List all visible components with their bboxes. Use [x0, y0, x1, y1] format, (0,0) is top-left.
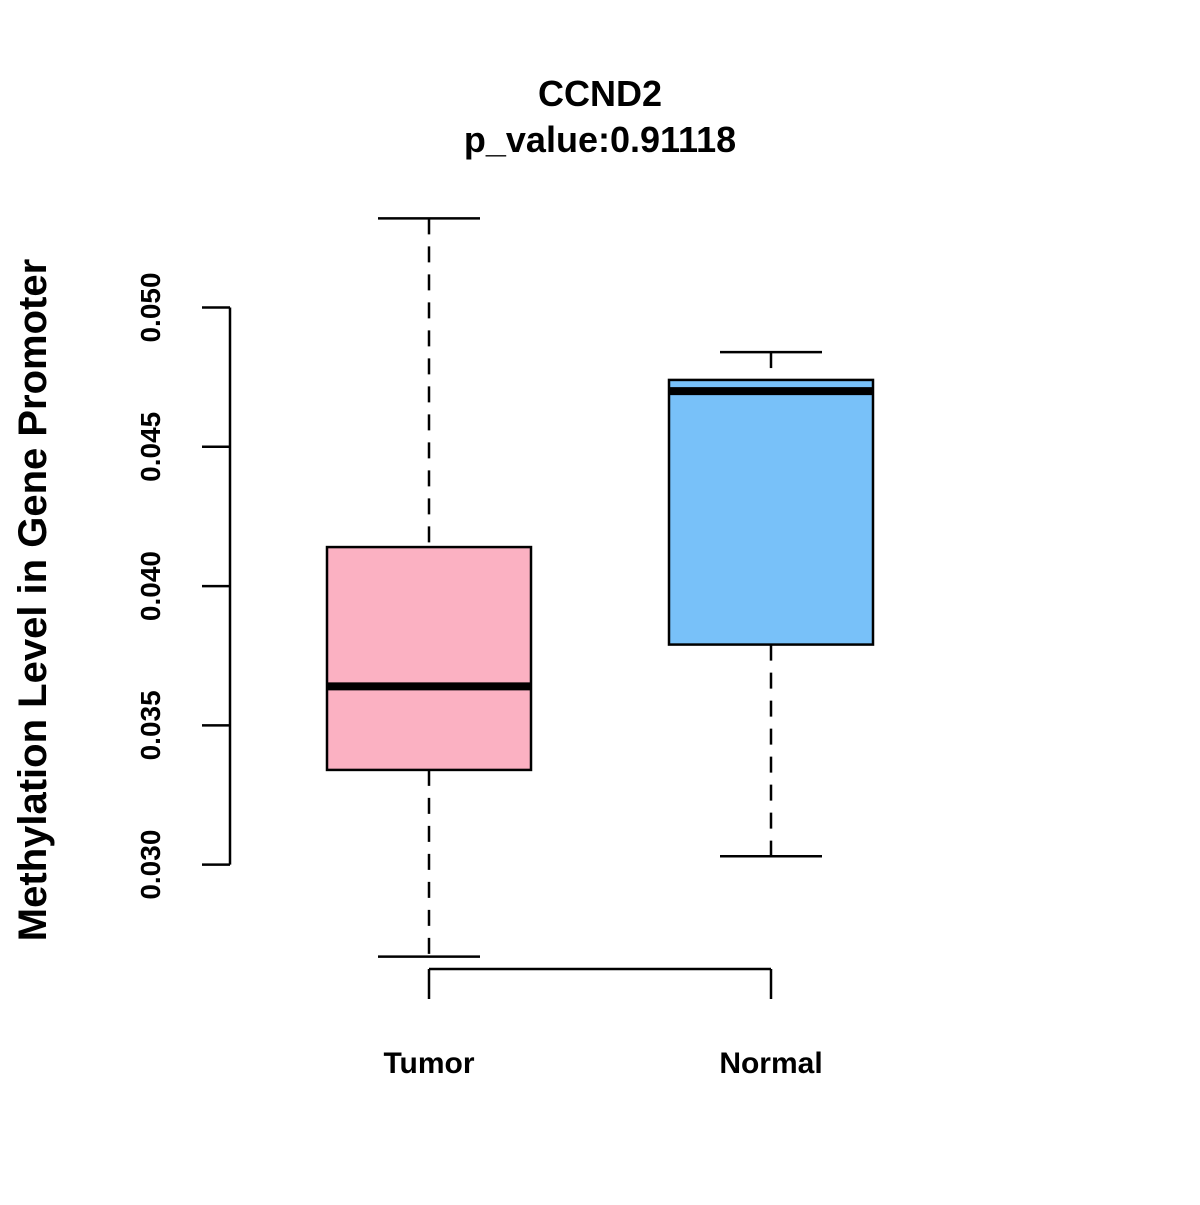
iqr-box — [667, 378, 875, 646]
y-tick-label: 0.030 — [135, 830, 166, 900]
chart-subtitle: p_value:0.91118 — [464, 119, 736, 160]
iqr-box — [325, 545, 533, 772]
y-axis-label: Methylation Level in Gene Promoter — [11, 259, 55, 941]
y-tick-label: 0.045 — [135, 412, 166, 482]
x-tick-label-tumor: Tumor — [383, 1047, 474, 1080]
y-tick-label: 0.050 — [135, 272, 166, 342]
y-tick-label: 0.040 — [135, 551, 166, 621]
chart-title: CCND2 — [538, 73, 662, 114]
y-axis: 0.030 0.035 0.040 0.045 0.050 — [135, 272, 232, 900]
y-tick-label: 0.035 — [135, 690, 166, 760]
box-group — [325, 217, 875, 958]
box-tumor — [325, 217, 533, 958]
x-axis: Tumor Normal — [383, 967, 823, 1080]
x-tick-label-normal: Normal — [719, 1047, 822, 1080]
box-normal — [667, 350, 875, 858]
